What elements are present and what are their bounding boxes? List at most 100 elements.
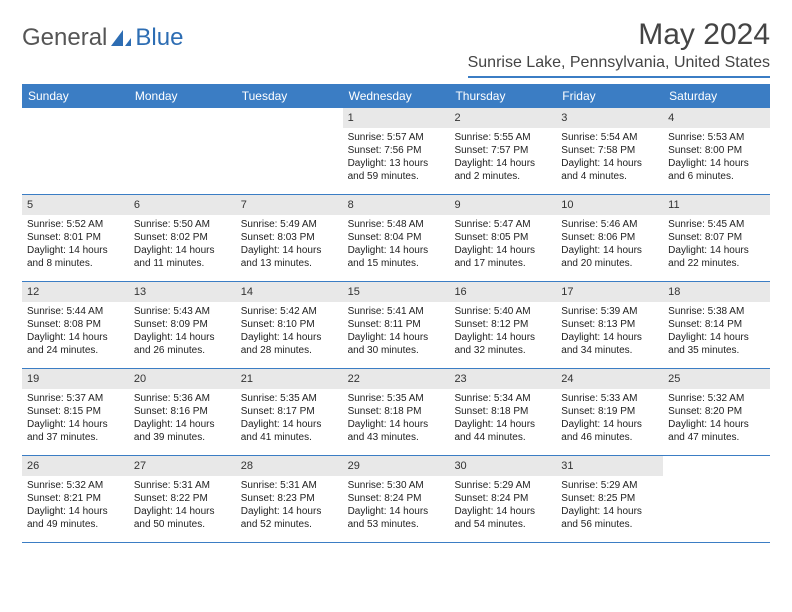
sunset-text: Sunset: 8:02 PM — [134, 231, 231, 244]
sunset-text: Sunset: 8:11 PM — [348, 318, 445, 331]
logo-text-2: Blue — [135, 24, 183, 52]
daylight-text: Daylight: 14 hours and 50 minutes. — [134, 505, 231, 531]
day-header-cell: Friday — [556, 84, 663, 108]
day-number: 16 — [449, 282, 556, 302]
day-number: 1 — [343, 108, 450, 128]
sunrise-text: Sunrise: 5:39 AM — [561, 305, 658, 318]
day-number: 15 — [343, 282, 450, 302]
sunset-text: Sunset: 7:56 PM — [348, 144, 445, 157]
day-cell: 6Sunrise: 5:50 AMSunset: 8:02 PMDaylight… — [129, 195, 236, 281]
sunrise-text: Sunrise: 5:40 AM — [454, 305, 551, 318]
sunset-text: Sunset: 7:58 PM — [561, 144, 658, 157]
sunrise-text: Sunrise: 5:41 AM — [348, 305, 445, 318]
sunrise-text: Sunrise: 5:53 AM — [668, 131, 765, 144]
sunset-text: Sunset: 8:18 PM — [454, 405, 551, 418]
daylight-text: Daylight: 14 hours and 20 minutes. — [561, 244, 658, 270]
day-cell: 29Sunrise: 5:30 AMSunset: 8:24 PMDayligh… — [343, 456, 450, 542]
title-block: May 2024 Sunrise Lake, Pennsylvania, Uni… — [468, 18, 770, 78]
daylight-text: Daylight: 14 hours and 13 minutes. — [241, 244, 338, 270]
daylight-text: Daylight: 14 hours and 26 minutes. — [134, 331, 231, 357]
month-title: May 2024 — [468, 18, 770, 52]
day-cell: 5Sunrise: 5:52 AMSunset: 8:01 PMDaylight… — [22, 195, 129, 281]
sunset-text: Sunset: 8:03 PM — [241, 231, 338, 244]
day-number: 12 — [22, 282, 129, 302]
sunrise-text: Sunrise: 5:47 AM — [454, 218, 551, 231]
daylight-text: Daylight: 14 hours and 28 minutes. — [241, 331, 338, 357]
day-number: 10 — [556, 195, 663, 215]
week-row: 1 Sunrise: 5:57 AMSunset: 7:56 PM Daylight… — [22, 108, 770, 195]
sunrise-text: Sunrise: 5:45 AM — [668, 218, 765, 231]
daylight-text: Daylight: 14 hours and 49 minutes. — [27, 505, 124, 531]
sunrise-text: Sunrise: 5:29 AM — [561, 479, 658, 492]
day-header-row: SundayMondayTuesdayWednesdayThursdayFrid… — [22, 84, 770, 108]
day-cell: 9Sunrise: 5:47 AMSunset: 8:05 PMDaylight… — [449, 195, 556, 281]
sunset-text: Sunset: 8:18 PM — [348, 405, 445, 418]
daylight-text: Daylight: 14 hours and 17 minutes. — [454, 244, 551, 270]
logo-text-1: General — [22, 24, 107, 52]
day-cell: 23Sunrise: 5:34 AMSunset: 8:18 PMDayligh… — [449, 369, 556, 455]
day-number: 17 — [556, 282, 663, 302]
day-header-cell: Wednesday — [343, 84, 450, 108]
header: General Blue May 2024 Sunrise Lake, Penn… — [22, 18, 770, 78]
week-row: 12Sunrise: 5:44 AMSunset: 8:08 PMDayligh… — [22, 282, 770, 369]
day-cell: 3Sunrise: 5:54 AMSunset: 7:58 PMDaylight… — [556, 108, 663, 194]
daylight-text: Daylight: 14 hours and 52 minutes. — [241, 505, 338, 531]
day-cell: 20Sunrise: 5:36 AMSunset: 8:16 PMDayligh… — [129, 369, 236, 455]
sunset-text: Sunset: 8:20 PM — [668, 405, 765, 418]
day-cell: 11Sunrise: 5:45 AMSunset: 8:07 PMDayligh… — [663, 195, 770, 281]
empty-cell — [663, 456, 770, 542]
daylight-text: Daylight: 14 hours and 47 minutes. — [668, 418, 765, 444]
sunset-text: Sunset: 8:12 PM — [454, 318, 551, 331]
sunset-text: Sunset: 8:17 PM — [241, 405, 338, 418]
week-row: 5Sunrise: 5:52 AMSunset: 8:01 PMDaylight… — [22, 195, 770, 282]
day-cell: 24 Sunrise: 5:33 AMSunset: 8:19 PMDayligh… — [556, 369, 663, 455]
day-cell: 15Sunrise: 5:41 AMSunset: 8:11 PMDayligh… — [343, 282, 450, 368]
sunset-text: Sunset: 8:09 PM — [134, 318, 231, 331]
sunrise-text: Sunrise: 5:32 AM — [668, 392, 765, 405]
day-number: 5 — [22, 195, 129, 215]
sunset-text: Sunset: 8:07 PM — [668, 231, 765, 244]
sunrise-text: Sunrise: 5:35 AM — [241, 392, 338, 405]
sunrise-text: Sunrise: 5:55 AM — [454, 131, 551, 144]
day-cell: 30Sunrise: 5:29 AMSunset: 8:24 PMDayligh… — [449, 456, 556, 542]
daylight-text: Daylight: 14 hours and 15 minutes. — [348, 244, 445, 270]
week-row: 19Sunrise: 5:37 AMSunset: 8:15 PMDayligh… — [22, 369, 770, 456]
daylight-text: Daylight: 14 hours and 8 minutes. — [27, 244, 124, 270]
sunrise-text: Sunrise: 5:52 AM — [27, 218, 124, 231]
sunset-text: Sunset: 8:10 PM — [241, 318, 338, 331]
day-number: 2 — [449, 108, 556, 128]
sunset-text: Sunset: 8:22 PM — [134, 492, 231, 505]
day-cell: 7Sunrise: 5:49 AMSunset: 8:03 PMDaylight… — [236, 195, 343, 281]
daylight-text: Daylight: 14 hours and 34 minutes. — [561, 331, 658, 357]
daylight-text: Daylight: 14 hours and 39 minutes. — [134, 418, 231, 444]
day-number: 3 — [556, 108, 663, 128]
day-header-cell: Tuesday — [236, 84, 343, 108]
daylight-text: Daylight: 14 hours and 4 minutes. — [561, 157, 658, 183]
sunset-text: Sunset: 8:13 PM — [561, 318, 658, 331]
day-number: 24 — [556, 369, 663, 389]
sunset-text: Sunset: 8:15 PM — [27, 405, 124, 418]
sunset-text: Sunset: 8:21 PM — [27, 492, 124, 505]
day-number: 27 — [129, 456, 236, 476]
day-cell: 17 Sunrise: 5:39 AMSunset: 8:13 PMDayligh… — [556, 282, 663, 368]
sunset-text: Sunset: 8:19 PM — [561, 405, 658, 418]
daylight-text: Daylight: 14 hours and 46 minutes. — [561, 418, 658, 444]
day-number: 30 — [449, 456, 556, 476]
sunrise-text: Sunrise: 5:44 AM — [27, 305, 124, 318]
sunrise-text: Sunrise: 5:57 AM — [348, 131, 445, 144]
daylight-text: Daylight: 14 hours and 2 minutes. — [454, 157, 551, 183]
day-header-cell: Monday — [129, 84, 236, 108]
sunset-text: Sunset: 8:05 PM — [454, 231, 551, 244]
sunset-text: Sunset: 8:25 PM — [561, 492, 658, 505]
day-number: 7 — [236, 195, 343, 215]
day-cell: 31Sunrise: 5:29 AMSunset: 8:25 PMDayligh… — [556, 456, 663, 542]
day-cell: 4Sunrise: 5:53 AMSunset: 8:00 PMDaylight… — [663, 108, 770, 194]
sunrise-text: Sunrise: 5:36 AM — [134, 392, 231, 405]
day-cell: 22Sunrise: 5:35 AMSunset: 8:18 PMDayligh… — [343, 369, 450, 455]
day-cell: 8Sunrise: 5:48 AMSunset: 8:04 PMDaylight… — [343, 195, 450, 281]
day-cell: 26Sunrise: 5:32 AMSunset: 8:21 PMDayligh… — [22, 456, 129, 542]
logo-sail-icon — [109, 28, 133, 48]
day-number: 31 — [556, 456, 663, 476]
sunrise-text: Sunrise: 5:33 AM — [561, 392, 658, 405]
empty-cell — [22, 108, 129, 194]
